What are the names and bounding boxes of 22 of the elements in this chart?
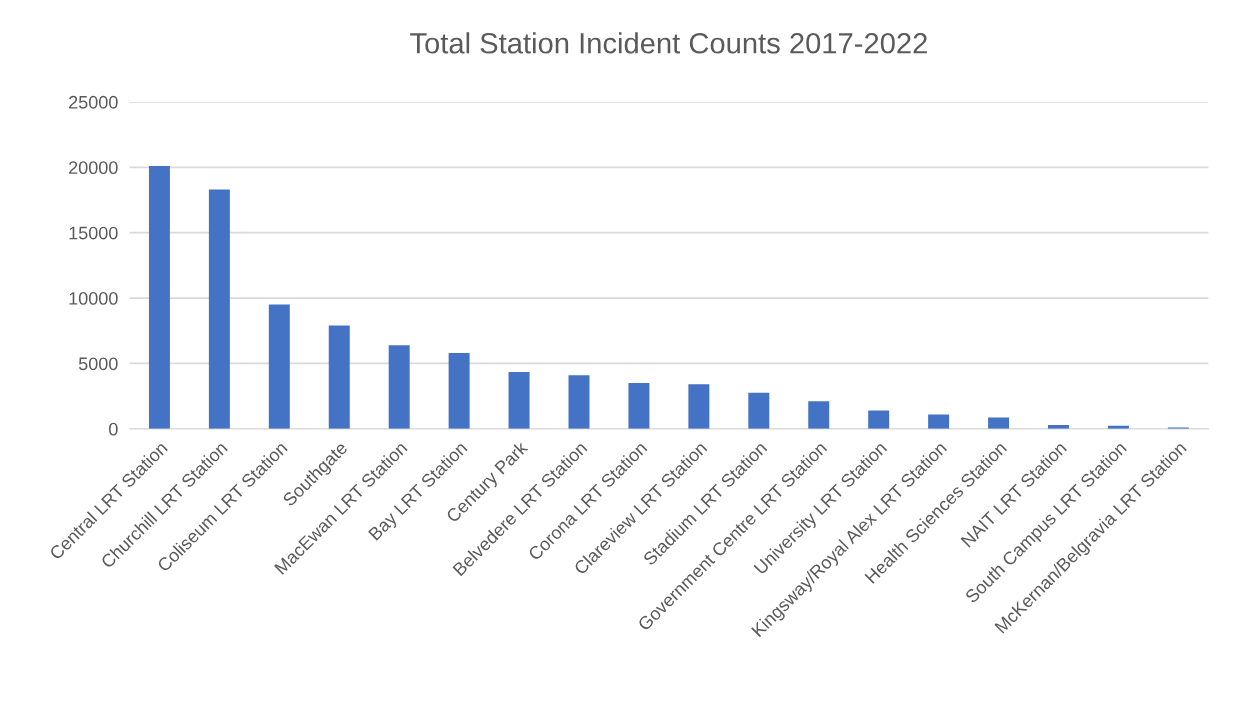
y-tick-label: 10000 — [69, 292, 118, 305]
chart-title: Total Station Incident Counts 2017-2022 — [410, 32, 927, 54]
bar — [928, 414, 950, 429]
bar — [748, 392, 770, 429]
y-tick-label: 20000 — [69, 161, 118, 175]
bar — [388, 345, 410, 429]
bar — [328, 325, 350, 429]
bar — [688, 384, 710, 429]
bar — [508, 371, 530, 429]
y-tick-label: 15000 — [69, 226, 118, 240]
bar — [868, 410, 890, 429]
bar — [148, 166, 170, 429]
y-tick-label: 0 — [109, 422, 118, 436]
bar — [568, 375, 590, 429]
bar — [988, 417, 1010, 429]
bar — [808, 401, 830, 429]
bar — [628, 383, 650, 429]
bar — [268, 304, 290, 429]
y-tick-label: 5000 — [78, 357, 118, 371]
y-tick-label: 25000 — [69, 95, 118, 109]
bar — [208, 189, 230, 429]
bar — [448, 352, 470, 429]
